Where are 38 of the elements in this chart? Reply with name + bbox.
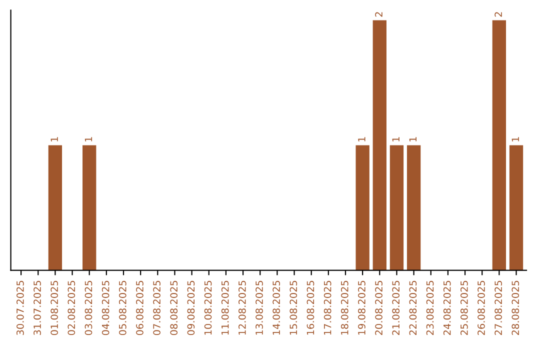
x-tick-label: 27.08.2025: [494, 280, 502, 335]
data-label: 1: [84, 137, 92, 142]
x-tick-label: 07.08.2025: [153, 280, 160, 336]
x-tick-label: 04.08.2025: [102, 280, 110, 336]
x-tick-label: 14.08.2025: [272, 280, 280, 335]
x-tick-label: 20.08.2025: [375, 280, 382, 335]
data-label: 1: [512, 137, 519, 142]
x-tick-label: 15.08.2025: [290, 280, 298, 335]
x-tick-label: 01.08.2025: [50, 280, 58, 336]
x-tick-label: 30.07.2025: [16, 280, 24, 335]
x-tick-label: 06.08.2025: [136, 280, 144, 336]
x-tick-label: 13.08.2025: [256, 280, 263, 335]
x-tick-label: 08.08.2025: [170, 280, 178, 336]
data-label: 1: [50, 137, 58, 142]
x-tick-label: 24.08.2025: [443, 280, 451, 335]
x-tick-label: 05.08.2025: [118, 280, 126, 336]
data-label: 1: [358, 137, 366, 142]
x-tick-label: 25.08.2025: [460, 280, 468, 335]
data-label: 1: [409, 137, 416, 142]
x-tick-label: 02.08.2025: [68, 280, 76, 336]
x-tick-label: 16.08.2025: [306, 280, 314, 335]
data-label: 2: [494, 12, 502, 17]
x-tick-label: 19.08.2025: [358, 280, 366, 335]
data-label: 2: [375, 12, 382, 17]
x-tick-label: 03.08.2025: [84, 280, 92, 336]
x-tick-label: 22.08.2025: [409, 280, 417, 335]
x-tick-label: 10.08.2025: [204, 280, 212, 335]
x-tick-label: 18.08.2025: [340, 280, 348, 335]
data-label: 1: [392, 137, 400, 142]
x-tick-label: 26.08.2025: [478, 280, 485, 335]
x-tick-label: 31.07.2025: [34, 280, 41, 335]
x-tick-label: 21.08.2025: [392, 280, 400, 335]
x-tick-label: 17.08.2025: [324, 280, 332, 335]
x-tick-label: 12.08.2025: [238, 280, 246, 335]
x-tick-label: 28.08.2025: [512, 280, 520, 335]
x-tick-label: 09.08.2025: [187, 280, 195, 336]
x-tick-label: 11.08.2025: [221, 280, 229, 335]
x-tick-label: 23.08.2025: [426, 280, 434, 335]
